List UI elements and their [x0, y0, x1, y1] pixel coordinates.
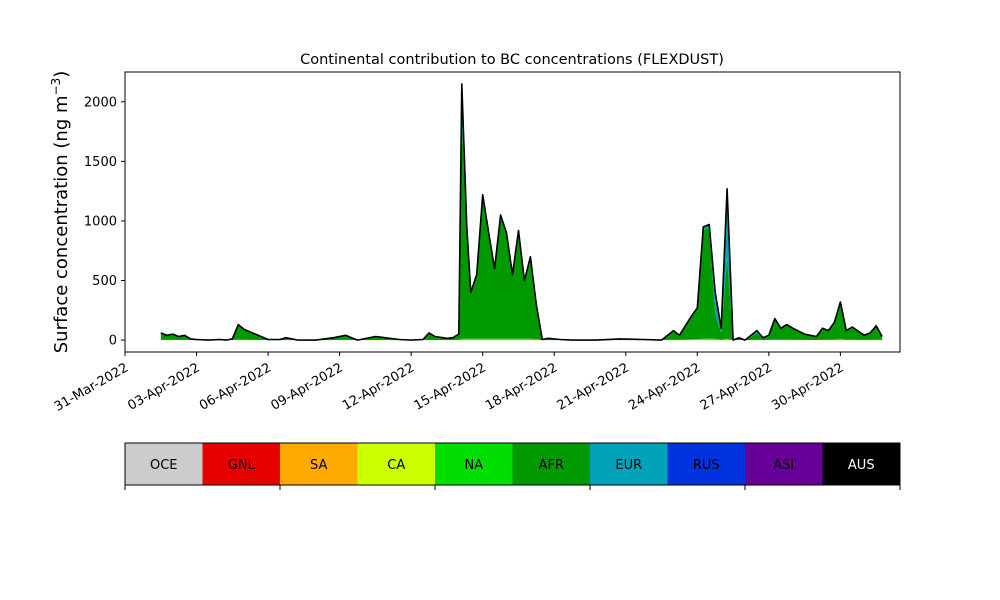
legend-swatch-aus [822, 443, 900, 485]
x-tick-label: 18-Apr-2022 [483, 360, 560, 413]
legend-label-ca: CA [387, 458, 405, 473]
legend-label-eur: EUR [615, 458, 642, 473]
legend-swatch-sa [280, 443, 358, 485]
x-tick-label: 06-Apr-2022 [197, 360, 274, 413]
plot-area [124, 71, 901, 353]
x-tick-label: 31-Mar-2022 [52, 360, 131, 414]
y-tick-label: 1500 [84, 155, 117, 170]
x-tick-label: 21-Apr-2022 [555, 360, 632, 413]
legend-label-gnl: GNL [228, 458, 256, 473]
legend-swatch-afr [512, 443, 590, 485]
legend-swatch-eur [590, 443, 668, 485]
legend-swatch-na [435, 443, 513, 485]
legend-swatch-rus [667, 443, 745, 485]
legend-swatch-ca [357, 443, 435, 485]
x-tick-label: 12-Apr-2022 [340, 360, 417, 413]
y-axis-label-close: ) [51, 71, 72, 78]
stacked-areas [160, 83, 883, 341]
y-tick-label: 0 [109, 334, 117, 349]
area-ca [160, 339, 883, 341]
legend-frame [124, 442, 901, 486]
y-tick-label: 2000 [84, 95, 117, 110]
area-afr [160, 122, 883, 341]
y-axis-label-main: Surface concentration (ng m [51, 95, 72, 353]
chart-title: Continental contribution to BC concentra… [300, 52, 724, 68]
y-axis: 0 500 1000 1500 2000 [84, 95, 125, 349]
legend-label-asi: ASI [773, 458, 794, 473]
region-legend: OCE GNL SA CA NA AFR EUR RUS ASI AUS [124, 442, 901, 490]
x-tick-label: 15-Apr-2022 [412, 360, 489, 413]
x-tick-label: 30-Apr-2022 [769, 360, 846, 413]
legend-swatch-oce [125, 443, 203, 485]
legend-label-afr: AFR [539, 458, 564, 473]
x-tick-label: 09-Apr-2022 [268, 360, 345, 413]
legend-label-rus: RUS [693, 458, 720, 473]
x-tick-label: 27-Apr-2022 [698, 360, 775, 413]
legend-swatch-asi [745, 443, 823, 485]
legend-label-aus: AUS [848, 458, 875, 473]
y-axis-label-exponent: −3 [49, 78, 63, 96]
legend-swatch-gnl [202, 443, 280, 485]
total-concentration-line [160, 83, 883, 341]
y-tick-label: 500 [92, 274, 117, 289]
x-axis: 31-Mar-202203-Apr-202206-Apr-202209-Apr-… [52, 352, 846, 415]
y-tick-label: 1000 [84, 214, 117, 229]
plot-frame [124, 71, 901, 353]
area-na [160, 338, 883, 341]
x-tick-label: 24-Apr-2022 [626, 360, 703, 413]
y-axis-label: Surface concentration (ng m−3) [49, 71, 72, 354]
x-tick-label: 03-Apr-2022 [125, 360, 202, 413]
legend-label-sa: SA [310, 458, 327, 473]
legend-label-oce: OCE [150, 458, 178, 473]
legend-label-na: NA [464, 458, 483, 473]
